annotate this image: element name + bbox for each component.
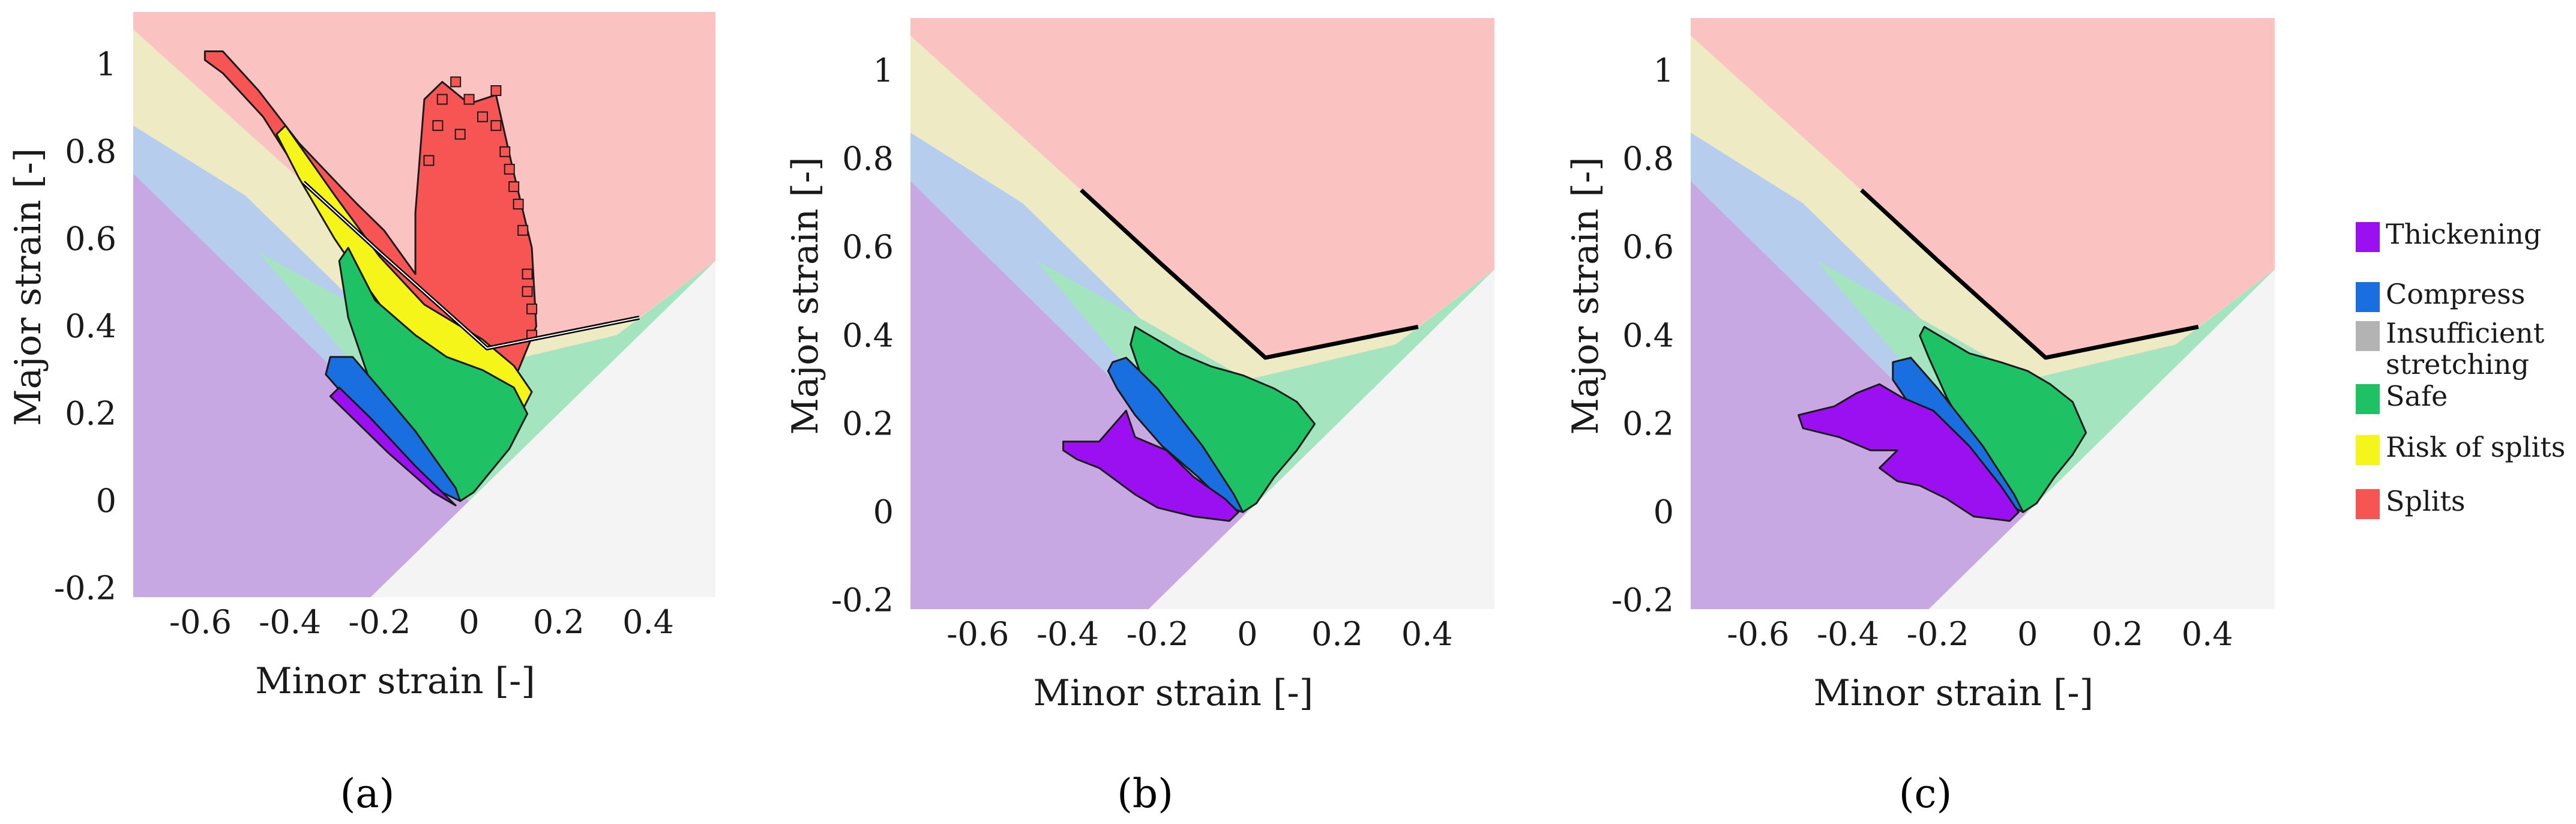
y-tick-label: 0.2 xyxy=(65,394,116,432)
splits-point xyxy=(499,146,511,157)
y-tick-label: 0.8 xyxy=(1622,140,1674,178)
y-tick-label: 0.4 xyxy=(1622,316,1674,354)
panel-b: -0.6 -0.4 -0.2 0 0.2 0.4 -0.2 0 0.2 0.4 0.6 0.8 1 Min… xyxy=(784,18,1494,817)
splits-point xyxy=(423,155,435,166)
region-insufficient xyxy=(1928,269,2275,609)
legend: Thickening Compress Insufficient stretching… xyxy=(2356,218,2565,519)
x-tick-label: 0.2 xyxy=(1311,615,1363,653)
x-axis-label: Minor strain [-] xyxy=(255,660,535,702)
splits-point xyxy=(463,94,475,105)
legend-swatch xyxy=(2356,282,2380,312)
flc-line xyxy=(1860,188,2199,360)
points-safe xyxy=(1919,326,2087,513)
region-insufficient xyxy=(370,260,715,597)
y-tick-label: 0.2 xyxy=(842,404,894,442)
x-tick-label: -0.2 xyxy=(1907,615,1969,653)
legend-swatch xyxy=(2356,435,2380,465)
legend-swatch xyxy=(2356,321,2380,351)
y-tick-label: 0.2 xyxy=(1622,404,1674,442)
splits-point xyxy=(432,120,444,131)
y-tick-label: 0 xyxy=(1654,493,1674,531)
splits-point xyxy=(490,120,502,131)
y-tick-label: 1 xyxy=(873,52,894,89)
splits-point xyxy=(526,303,538,314)
splits-point xyxy=(504,163,515,175)
y-tick-label: 0.4 xyxy=(842,316,894,354)
splits-point xyxy=(513,199,524,210)
y-tick-label: -0.2 xyxy=(1612,581,1674,619)
y-axis-label: Major strain [-] xyxy=(784,157,826,435)
x-tick-label: 0.2 xyxy=(533,603,585,641)
panel-label: (a) xyxy=(340,771,395,817)
legend-swatch xyxy=(2356,384,2380,414)
legend-label: Safe xyxy=(2386,380,2448,412)
x-tick-label: -0.4 xyxy=(1817,615,1879,653)
splits-point xyxy=(436,94,448,105)
x-axis-label: Minor strain [-] xyxy=(1034,672,1314,714)
x-tick-label: -0.2 xyxy=(348,603,411,641)
region-insufficient xyxy=(1148,269,1494,609)
x-tick-label: -0.4 xyxy=(259,603,321,641)
splits-point xyxy=(508,181,520,192)
forming-regions xyxy=(1691,18,2275,609)
points-thickening xyxy=(1062,409,1239,522)
splits-point xyxy=(450,76,462,88)
y-tick-label: 0 xyxy=(96,482,116,520)
legend-label: Insufficient stretching xyxy=(2386,317,2545,380)
x-tick-label: 0 xyxy=(1237,615,1257,653)
points-thickening xyxy=(329,386,457,507)
forming-regions xyxy=(910,18,1494,609)
splits-point xyxy=(517,224,529,236)
splits-point xyxy=(490,85,502,96)
y-tick-label: 0.6 xyxy=(65,220,116,257)
y-tick-label: 0.4 xyxy=(65,307,116,345)
points-safe xyxy=(338,247,529,502)
legend-label: Compress xyxy=(2386,278,2525,310)
x-tick-label: -0.2 xyxy=(1127,615,1189,653)
panel-c: -0.6 -0.4 -0.2 0 0.2 0.4 -0.2 0 0.2 0.4 0.6 0.8 1 Min… xyxy=(1565,18,2275,817)
x-tick-label: -0.6 xyxy=(1727,615,1789,653)
x-tick-label: 0.2 xyxy=(2092,615,2143,653)
splits-point xyxy=(522,286,533,297)
flc-line xyxy=(1080,188,1419,360)
y-tick-label: -0.2 xyxy=(54,569,116,607)
x-tick-label: -0.6 xyxy=(946,615,1009,653)
x-tick-label: 0.4 xyxy=(2182,615,2233,653)
y-tick-label: -0.2 xyxy=(831,581,894,619)
splits-point xyxy=(522,268,533,280)
y-tick-label: 0.6 xyxy=(1622,228,1674,266)
x-axis-label: Minor strain [-] xyxy=(1814,672,2094,714)
legend-swatch xyxy=(2356,222,2380,252)
y-tick-label: 1 xyxy=(96,45,116,83)
splits-point xyxy=(454,128,466,140)
flc-line-highlight xyxy=(302,182,640,349)
panel-a: -0.6 -0.4 -0.2 0 0.2 0.4 -0.2 0 0.2 0.4 0.6 0.8 1 Min… xyxy=(7,12,715,817)
x-tick-label: 0.4 xyxy=(622,603,674,641)
panel-label: (c) xyxy=(1899,771,1952,817)
y-tick-label: 0.8 xyxy=(65,133,116,170)
x-tick-label: 0.4 xyxy=(1401,615,1453,653)
x-tick-label: 0 xyxy=(2017,615,2038,653)
region-thickening xyxy=(133,173,469,597)
y-tick-label: 0.8 xyxy=(842,140,894,178)
panel-label: (b) xyxy=(1117,771,1173,817)
legend-swatch xyxy=(2356,489,2380,519)
x-tick-label: -0.4 xyxy=(1037,615,1099,653)
legend-label: Risk of splits xyxy=(2386,431,2565,463)
legend-label: Splits xyxy=(2386,485,2465,517)
x-tick-label: 0 xyxy=(459,603,479,641)
y-axis-label: Major strain [-] xyxy=(1565,157,1607,435)
x-tick-label: -0.6 xyxy=(169,603,232,641)
y-tick-label: 0 xyxy=(873,493,894,531)
points-thickening xyxy=(1798,383,2020,522)
y-tick-label: 0.6 xyxy=(842,228,894,266)
legend-label: Thickening xyxy=(2386,218,2541,250)
y-axis-label: Major strain [-] xyxy=(7,148,49,426)
y-tick-label: 1 xyxy=(1654,52,1674,89)
splits-point xyxy=(477,111,488,122)
